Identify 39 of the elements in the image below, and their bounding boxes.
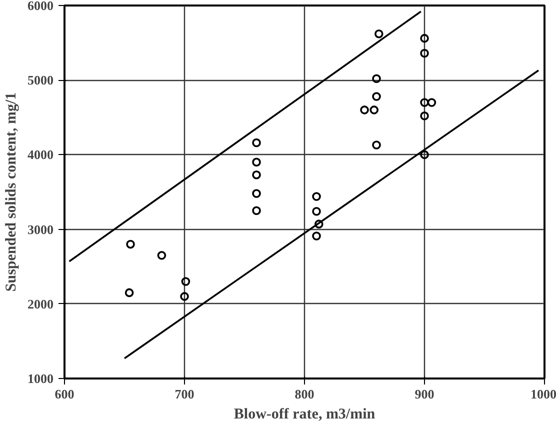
point	[420, 112, 429, 120]
y-tick-label: 1000	[28, 371, 54, 386]
y-tick-label: 3000	[28, 222, 54, 237]
point	[180, 292, 189, 301]
point	[360, 106, 369, 114]
point	[420, 48, 429, 58]
y-tick-label: 4000	[28, 147, 54, 162]
point	[420, 34, 429, 43]
point	[252, 158, 261, 167]
point	[370, 106, 378, 114]
point	[181, 277, 190, 286]
x-tick-label: 600	[54, 386, 74, 402]
point	[420, 150, 429, 160]
point	[312, 207, 321, 216]
point	[252, 170, 261, 180]
point	[124, 288, 134, 298]
x-tick-label: 1000	[530, 386, 556, 402]
y-tick-label: 5000	[28, 72, 54, 88]
x-tick-label: 900	[414, 386, 434, 402]
y-tick-label: 6000	[28, 0, 54, 13]
point	[252, 206, 261, 216]
y-axis-title: Suspended solids content, mg/1	[4, 92, 20, 292]
point	[372, 74, 381, 83]
x-tick-label: 700	[174, 386, 194, 402]
point	[126, 240, 135, 249]
y-tick-label: 2000	[28, 296, 54, 312]
point	[157, 251, 166, 260]
point	[252, 189, 261, 198]
point	[312, 192, 321, 201]
point	[420, 98, 429, 107]
point	[252, 138, 261, 148]
point	[374, 29, 384, 38]
point	[312, 232, 321, 240]
x-axis-title: Blow-off rate, m3/min	[234, 406, 376, 422]
point	[372, 92, 381, 101]
point	[372, 140, 381, 150]
point	[314, 220, 324, 228]
point	[427, 98, 436, 107]
x-tick-label: 800	[294, 386, 314, 402]
